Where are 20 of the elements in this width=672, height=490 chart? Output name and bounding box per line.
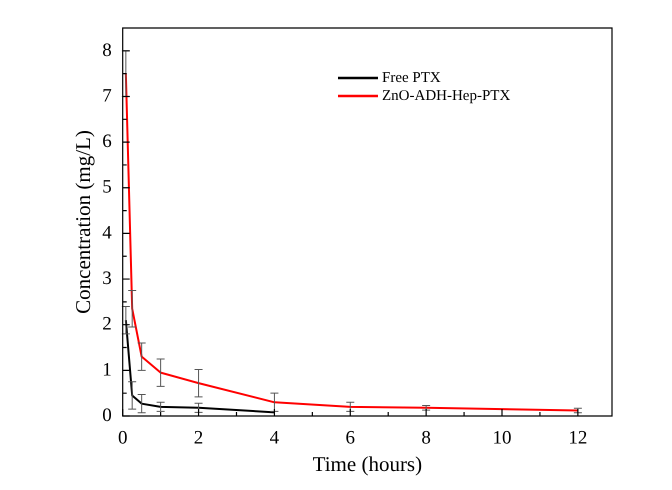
legend-label: ZnO-ADH-Hep-PTX (382, 88, 510, 104)
y-tick-label: 7 (102, 85, 112, 106)
x-axis-title: Time (hours) (312, 452, 422, 476)
x-tick-label: 10 (492, 427, 512, 448)
y-tick-label: 4 (102, 222, 112, 244)
x-tick-label: 2 (194, 427, 204, 448)
x-tick-label: 12 (568, 427, 588, 448)
y-tick-label: 0 (102, 404, 112, 426)
legend-label: Free PTX (382, 70, 441, 86)
y-tick-label: 6 (102, 131, 112, 152)
x-tick-label: 4 (270, 427, 280, 448)
y-tick-label: 8 (102, 40, 112, 61)
x-tick-label: 8 (421, 427, 431, 448)
x-tick-label: 6 (346, 427, 356, 448)
y-axis-title: Concentration (mg/L) (71, 130, 96, 314)
y-tick-label: 3 (102, 268, 112, 290)
y-tick-label: 5 (102, 176, 112, 198)
y-tick-label: 2 (102, 314, 112, 335)
y-tick-label: 1 (102, 359, 112, 380)
x-tick-label: 0 (118, 427, 128, 448)
